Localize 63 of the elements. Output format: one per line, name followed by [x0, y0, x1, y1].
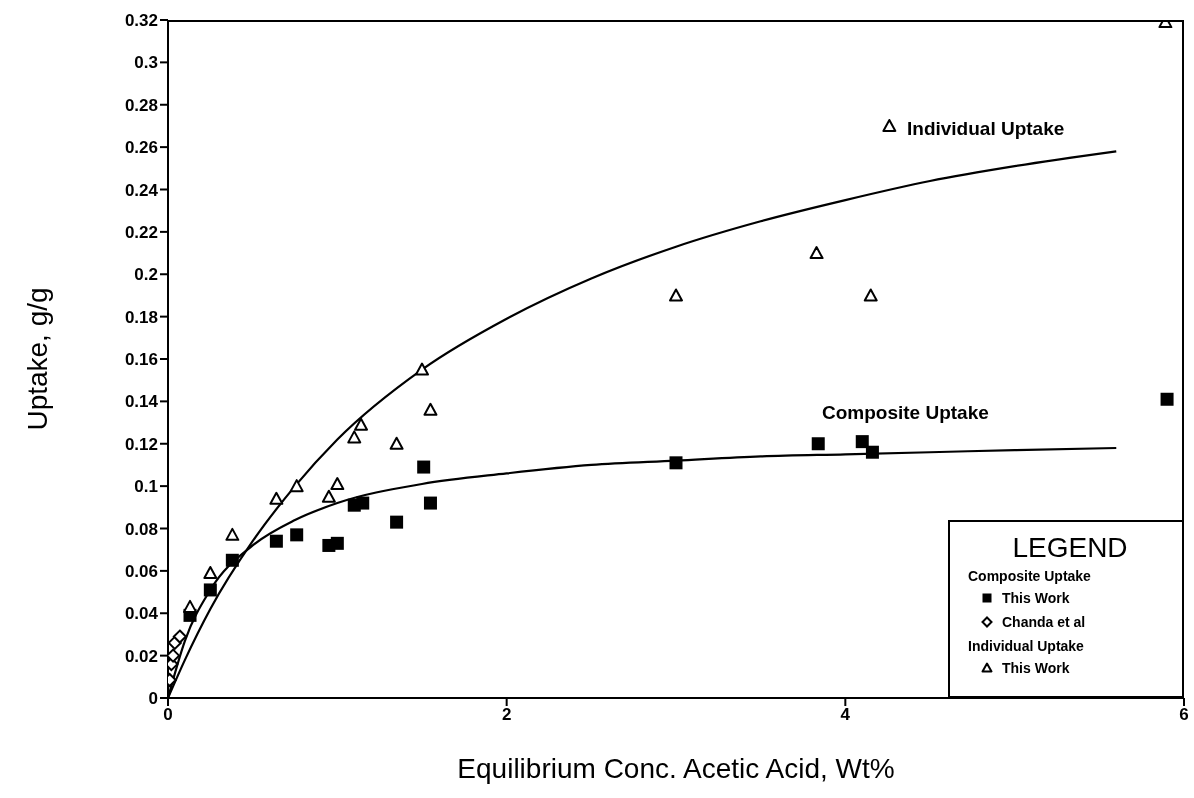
point — [669, 456, 683, 470]
point — [183, 599, 198, 613]
x-tick-label: 6 — [1179, 705, 1189, 725]
point — [855, 435, 869, 449]
point — [809, 246, 824, 260]
point — [423, 402, 438, 416]
point — [289, 479, 304, 493]
point — [330, 477, 345, 491]
legend-title: LEGEND — [1011, 532, 1129, 564]
point — [168, 648, 181, 663]
point — [882, 118, 897, 132]
legend-label: This Work — [1002, 660, 1070, 676]
point — [203, 565, 218, 579]
y-tick-label: 0.26 — [124, 138, 158, 158]
point — [669, 288, 683, 302]
y-tick-label: 0.16 — [124, 350, 158, 370]
point — [863, 288, 878, 302]
point — [269, 491, 284, 505]
y-tick-label: 0.18 — [124, 307, 158, 327]
y-tick-label: 0.06 — [124, 561, 158, 581]
legend-label: Chanda et al — [1002, 614, 1086, 630]
y-tick-label: 0.08 — [124, 519, 158, 539]
y-tick-label: 0.1 — [134, 477, 158, 497]
y-tick-label: 0.32 — [124, 11, 158, 31]
point — [415, 362, 429, 376]
point — [347, 430, 362, 444]
y-tick-label: 0.22 — [124, 222, 158, 242]
x-tick-label: 0 — [163, 705, 173, 725]
point — [811, 437, 825, 451]
point — [290, 528, 304, 542]
y-tick-label: 0 — [148, 689, 158, 709]
annotation: Composite Uptake — [822, 402, 989, 424]
point — [172, 629, 187, 644]
legend-label: This Work — [1002, 590, 1070, 606]
y-tick-label: 0.24 — [124, 180, 159, 200]
point — [389, 436, 404, 450]
point — [203, 583, 217, 597]
y-tick-label: 0.02 — [124, 646, 158, 666]
annotation: Individual Uptake — [968, 638, 1085, 654]
point — [321, 489, 336, 503]
y-tick-label: 0.28 — [124, 95, 158, 115]
y-tick-label: 0.2 — [134, 265, 158, 285]
point — [269, 534, 283, 548]
point — [225, 553, 239, 567]
y-tick-label: 0.3 — [134, 53, 158, 73]
point — [390, 515, 404, 529]
annotation: Composite Uptake — [968, 568, 1092, 584]
y-tick-label: 0.14 — [124, 392, 159, 412]
point — [1160, 392, 1174, 406]
y-tick-label: 0.12 — [124, 434, 158, 454]
x-tick-label: 4 — [840, 705, 851, 725]
point — [865, 445, 879, 459]
point — [423, 496, 437, 510]
point — [330, 536, 344, 550]
point — [354, 417, 369, 431]
x-axis-title: Equilibrium Conc. Acetic Acid, Wt% — [457, 753, 895, 784]
point — [417, 460, 431, 474]
x-tick-label: 2 — [501, 705, 512, 725]
y-tick-label: 0.04 — [124, 604, 159, 624]
point — [225, 527, 240, 541]
y-axis-title: Uptake, g/g — [21, 287, 53, 431]
point — [356, 496, 370, 510]
annotation: Individual Uptake — [907, 118, 1065, 140]
